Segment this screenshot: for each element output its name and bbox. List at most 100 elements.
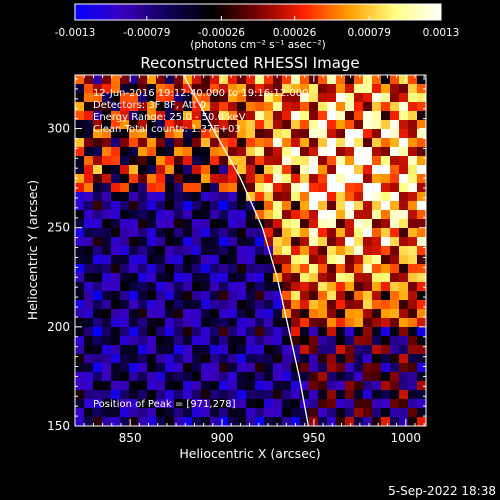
heatmap-cell — [192, 111, 202, 121]
heatmap-cell — [192, 156, 202, 166]
heatmap-cell — [156, 309, 166, 319]
heatmap-cell — [228, 138, 238, 148]
heatmap-cell — [138, 156, 148, 166]
heatmap-cell — [138, 165, 148, 175]
heatmap-cell — [210, 192, 220, 202]
heatmap-cell — [318, 75, 328, 85]
heatmap-cell — [345, 255, 355, 265]
heatmap-cell — [264, 354, 274, 364]
heatmap-cell — [138, 201, 148, 211]
heatmap-cell — [174, 381, 184, 391]
heatmap-cell — [372, 228, 382, 238]
heatmap-cell — [156, 219, 166, 229]
heatmap-cell — [381, 273, 391, 283]
heatmap-cell — [300, 237, 310, 247]
heatmap-cell — [93, 111, 103, 121]
heatmap-cell — [156, 399, 166, 409]
heatmap-cell — [111, 327, 121, 337]
heatmap-cell — [291, 156, 301, 166]
heatmap-cell — [390, 183, 400, 193]
heatmap-cell — [219, 111, 229, 121]
heatmap-cell — [291, 75, 301, 85]
heatmap-cell — [327, 156, 337, 166]
heatmap-cell — [345, 309, 355, 319]
heatmap-cell — [381, 309, 391, 319]
heatmap-cell — [246, 246, 256, 256]
heatmap-cell — [237, 273, 247, 283]
heatmap-cell — [291, 399, 301, 409]
heatmap-cell — [147, 282, 157, 292]
heatmap-cell — [390, 282, 400, 292]
heatmap-cell — [138, 273, 148, 283]
heatmap-cell — [246, 138, 256, 148]
heatmap-cell — [219, 183, 229, 193]
heatmap-cell — [75, 156, 85, 166]
heatmap-cell — [264, 390, 274, 400]
heatmap-cell — [192, 75, 202, 85]
heatmap-cell — [300, 228, 310, 238]
heatmap-cell — [336, 417, 346, 426]
heatmap-cell — [309, 273, 319, 283]
heatmap-cell — [237, 363, 247, 373]
heatmap-cell — [75, 237, 85, 247]
heatmap-cell — [84, 201, 94, 211]
heatmap-cell — [327, 363, 337, 373]
heatmap-cell — [255, 219, 265, 229]
heatmap-cell — [291, 183, 301, 193]
heatmap-cell — [111, 336, 121, 346]
y-tick-label: 250 — [47, 221, 70, 235]
heatmap-cell — [381, 264, 391, 274]
heatmap-cell — [165, 372, 175, 382]
heatmap-cell — [399, 246, 409, 256]
heatmap-cell — [336, 210, 346, 220]
heatmap-cell — [93, 165, 103, 175]
heatmap-cell — [399, 192, 409, 202]
heatmap-cell — [111, 210, 121, 220]
heatmap-cell — [327, 264, 337, 274]
heatmap-cell — [345, 363, 355, 373]
heatmap-cell — [273, 282, 283, 292]
heatmap-cell — [327, 255, 337, 265]
heatmap-cell — [201, 165, 211, 175]
heatmap-cell — [417, 255, 426, 265]
heatmap-cell — [273, 174, 283, 184]
heatmap-cell — [408, 354, 418, 364]
heatmap-cell — [390, 228, 400, 238]
heatmap-cell — [345, 120, 355, 130]
heatmap-cell — [129, 75, 139, 85]
heatmap-cell — [165, 417, 175, 426]
heatmap-cell — [111, 165, 121, 175]
heatmap-cell — [84, 390, 94, 400]
heatmap-cell — [192, 201, 202, 211]
heatmap-cell — [219, 102, 229, 112]
heatmap-cell — [291, 327, 301, 337]
x-tick-label: 850 — [119, 431, 142, 445]
heatmap-cell — [174, 84, 184, 94]
heatmap-cell — [219, 237, 229, 247]
heatmap-cell — [282, 345, 292, 355]
heatmap-cell — [336, 84, 346, 94]
heatmap-cell — [309, 264, 319, 274]
heatmap-cell — [291, 129, 301, 139]
heatmap-cell — [84, 264, 94, 274]
heatmap-cell — [408, 408, 418, 418]
heatmap-cell — [210, 174, 220, 184]
heatmap-cell — [354, 102, 364, 112]
heatmap-cell — [102, 408, 112, 418]
heatmap-cell — [372, 183, 382, 193]
heatmap-cell — [327, 309, 337, 319]
heatmap-cell — [264, 201, 274, 211]
heatmap-cell — [183, 318, 193, 328]
heatmap-cell — [255, 408, 265, 418]
heatmap-cell — [417, 237, 426, 247]
heatmap-cell — [165, 192, 175, 202]
heatmap-cell — [129, 165, 139, 175]
heatmap-cell — [102, 111, 112, 121]
heatmap-cell — [93, 309, 103, 319]
heatmap-cell — [219, 129, 229, 139]
heatmap-cell — [309, 336, 319, 346]
heatmap-cell — [372, 408, 382, 418]
heatmap-cell — [129, 381, 139, 391]
heatmap-cell — [381, 138, 391, 148]
heatmap-cell — [336, 75, 346, 85]
